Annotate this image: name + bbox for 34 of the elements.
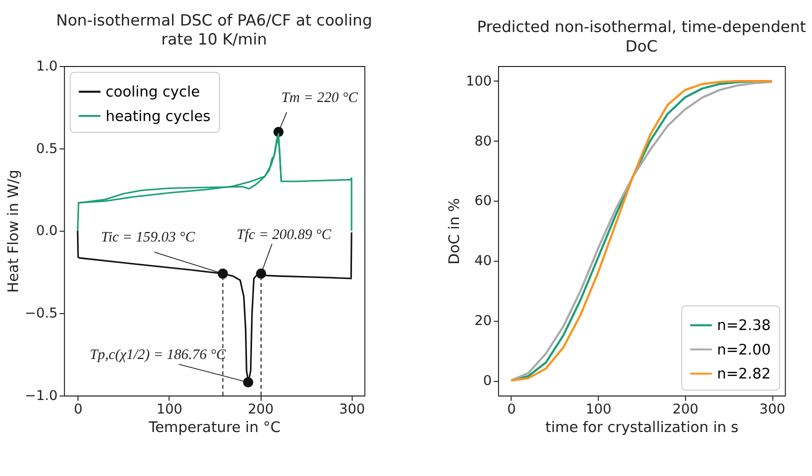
annotation: Tm = 220 °C <box>281 90 358 106</box>
legend-label: n=2.82 <box>717 366 771 383</box>
y-tick-label: 60 <box>474 193 492 210</box>
y-tick-label: −0.5 <box>24 305 58 322</box>
x-tick-label: 300 <box>339 401 365 418</box>
y-tick-label: 0.0 <box>36 223 58 240</box>
y-tick-label: 40 <box>474 253 492 270</box>
y-tick-label: 80 <box>474 133 492 150</box>
annotation: Tp,c(χ1/2) = 186.76 °C <box>90 347 226 364</box>
y-tick-label: 100 <box>466 73 492 90</box>
x-tick-label: 200 <box>672 401 698 418</box>
x-axis-title: time for crystallization in s <box>545 420 739 436</box>
y-tick-label: 1.0 <box>36 58 58 74</box>
x-tick-label: 0 <box>74 401 82 418</box>
legend-label: heating cycles <box>106 108 210 125</box>
legend-label: cooling cycle <box>106 84 200 101</box>
x-tick-label: 300 <box>759 401 786 418</box>
annotation: Tic = 159.03 °C <box>101 229 196 246</box>
chart-title: Non-isothermal DSC of PA6/CF at cooling rate 10 K/min <box>56 11 372 49</box>
chart-title: Predicted non-isothermal, time-dependent DoC <box>476 18 806 56</box>
legend-label: n=2.38 <box>717 318 771 334</box>
legend-label: n=2.00 <box>717 342 771 358</box>
x-tick-label: 0 <box>507 401 516 418</box>
x-axis-title: Temperature in °C <box>148 420 281 436</box>
y-tick-label: −1.0 <box>24 388 58 404</box>
x-tick-label: 100 <box>586 401 612 418</box>
x-tick-label: 200 <box>248 401 274 418</box>
y-tick-label: 0 <box>483 372 492 389</box>
y-tick-label: 0.5 <box>36 140 58 157</box>
x-tick-label: 100 <box>156 401 182 418</box>
annotation: Tfc = 200.89 °C <box>236 226 332 243</box>
y-axis-title: DoC in % <box>447 198 464 264</box>
y-tick-label: 20 <box>474 312 492 329</box>
y-axis-title: Heat Flow in W/g <box>6 170 22 293</box>
